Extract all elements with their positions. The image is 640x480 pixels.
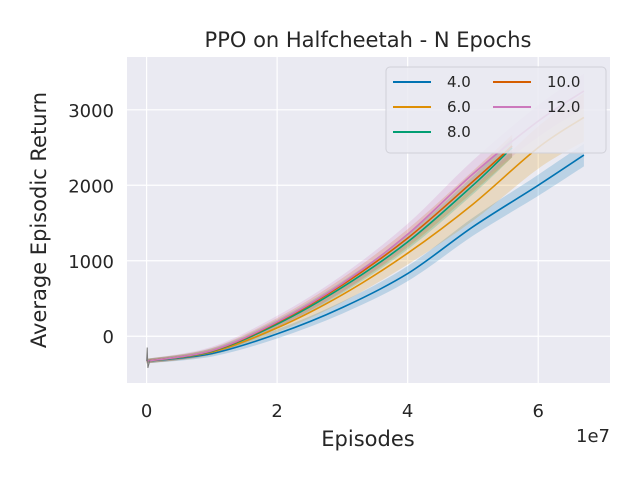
y-tick-label: 1000 [68, 252, 114, 273]
y-tick-label: 3000 [68, 101, 114, 122]
legend-label-8.0: 8.0 [447, 123, 471, 141]
legend: 4.0 6.0 8.0 10.0 12.0 [385, 66, 607, 154]
x-tick-labels: 0 2 4 6 [141, 401, 544, 422]
line-series-4.0 [146, 154, 585, 362]
x-tick-label: 4 [402, 401, 413, 422]
line-series-6.0 [146, 116, 585, 362]
y-tick-label: 2000 [68, 176, 114, 197]
x-tick-label: 0 [141, 401, 152, 422]
x-scale-label: 1e7 [576, 426, 610, 447]
legend-box [385, 66, 607, 154]
legend-label-12.0: 12.0 [547, 98, 580, 116]
legend-label-6.0: 6.0 [447, 98, 471, 116]
x-axis-label: Episodes [321, 427, 414, 451]
y-tick-label: 0 [103, 327, 114, 348]
x-tick-label: 2 [271, 401, 282, 422]
chart-title: PPO on Halfcheetah - N Epochs [205, 28, 532, 52]
legend-label-10.0: 10.0 [547, 73, 580, 91]
initial-spike [146, 347, 151, 369]
x-tick-label: 6 [532, 401, 543, 422]
legend-label-4.0: 4.0 [447, 73, 471, 91]
y-tick-labels: 0 1000 2000 3000 [68, 101, 114, 348]
series-lines [146, 90, 585, 369]
y-axis-label: Average Episodic Return [27, 92, 51, 348]
